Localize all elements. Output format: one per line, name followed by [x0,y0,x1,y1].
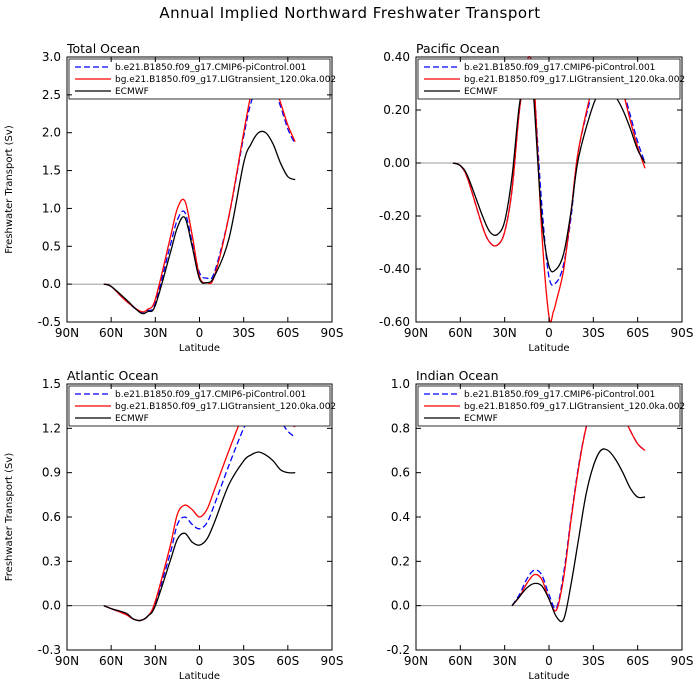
x-tick-label: 60S [626,326,649,340]
y-tick-label: 0.00 [383,156,410,170]
x-axis-label: Latitude [528,671,569,682]
x-tick-label: 30S [582,654,605,668]
x-tick-label: 30N [493,326,517,340]
y-tick-label: 0.5 [42,239,61,253]
y-tick-label: 1.5 [42,377,61,391]
legend-label-1: b.e21.B1850.f09_g17.CMIP6-piControl.001 [115,390,306,400]
x-axis-label: Latitude [179,343,220,354]
x-tick-label: 60S [626,654,649,668]
y-tick-label: -0.3 [38,643,61,657]
total-ocean-title: Total Ocean [66,41,140,56]
total-ocean-panel: b.e21.B1850.f09_g17.CMIP6-piControl.001b… [4,41,343,354]
atlantic-ocean-title: Atlantic Ocean [67,368,159,383]
y-tick-label: 3.0 [42,50,61,64]
y-tick-label: 1.5 [42,164,61,178]
x-tick-label: 30N [143,654,167,668]
x-tick-label: 60N [99,654,123,668]
y-tick-label: -0.40 [379,262,410,276]
legend-box [417,385,681,427]
y-tick-label: 0.0 [42,599,61,613]
y-tick-label: 2.5 [42,88,61,102]
x-tick-label: 30S [232,654,255,668]
y-tick-label: 0.0 [391,599,410,613]
legend-label-2: bg.e21.B1850.f09_g17.LIGtransient_120.0k… [464,402,685,412]
x-tick-label: 60N [448,326,472,340]
legend: b.e21.B1850.f09_g17.CMIP6-piControl.001b… [68,58,336,100]
y-tick-label: 0.0 [42,277,61,291]
x-tick-label: 30N [493,654,517,668]
x-tick-label: 30S [232,326,255,340]
legend-box [68,385,331,427]
x-tick-label: 90S [671,654,694,668]
y-tick-label: 0.3 [42,554,61,568]
x-axis-label: Latitude [528,343,569,354]
legend: b.e21.B1850.f09_g17.CMIP6-piControl.001b… [417,58,685,100]
x-tick-label: 30N [143,326,167,340]
pacific-ocean-title: Pacific Ocean [416,41,500,56]
series-line-3 [103,130,296,315]
y-tick-label: 0.2 [391,554,410,568]
legend-label-1: b.e21.B1850.f09_g17.CMIP6-piControl.001 [464,63,655,73]
legend-label-3: ECMWF [115,414,149,424]
y-tick-label: 0.40 [383,50,410,64]
legend-label-2: bg.e21.B1850.f09_g17.LIGtransient_120.0k… [464,75,685,85]
x-tick-label: 90N [55,326,79,340]
y-tick-label: 0.4 [391,510,410,524]
series-line-1 [103,408,296,622]
y-tick-label: 2.0 [42,126,61,140]
panels-group: b.e21.B1850.f09_g17.CMIP6-piControl.001b… [4,41,693,682]
x-tick-label: 60S [276,654,299,668]
y-tick-label: 0.6 [42,510,61,524]
x-tick-label: 0 [545,654,553,668]
y-tick-label: -0.20 [379,209,410,223]
legend-label-3: ECMWF [464,87,498,97]
x-tick-label: 30S [582,326,605,340]
y-tick-label: 0.9 [42,466,61,480]
y-tick-label: 1.2 [42,421,61,435]
series-line-2 [103,72,296,313]
y-tick-label: 1.0 [42,201,61,215]
legend-label-2: bg.e21.B1850.f09_g17.LIGtransient_120.0k… [115,402,336,412]
legend-box [417,58,681,100]
figure-title: Annual Implied Northward Freshwater Tran… [159,4,540,22]
y-tick-label: -0.60 [379,315,410,329]
indian-ocean-panel: b.e21.B1850.f09_g17.CMIP6-piControl.001b… [387,368,694,682]
x-tick-label: 60N [448,654,472,668]
x-tick-label: 60S [276,326,299,340]
x-tick-label: 60N [99,326,123,340]
atlantic-ocean-panel: b.e21.B1850.f09_g17.CMIP6-piControl.001b… [4,368,343,682]
x-tick-label: 90N [404,326,428,340]
y-tick-label: 0.6 [391,466,410,480]
y-axis-label: Freshwater Transport (Sv) [4,453,15,582]
y-tick-label: -0.2 [387,643,410,657]
x-tick-label: 90N [404,654,428,668]
x-tick-label: 0 [196,326,204,340]
x-tick-label: 0 [196,654,204,668]
series-line-3 [511,448,646,623]
legend-label-2: bg.e21.B1850.f09_g17.LIGtransient_120.0k… [115,75,336,85]
indian-ocean-title: Indian Ocean [416,368,499,383]
x-tick-label: 90S [321,326,344,340]
legend: b.e21.B1850.f09_g17.CMIP6-piControl.001b… [417,385,685,427]
legend: b.e21.B1850.f09_g17.CMIP6-piControl.001b… [68,385,336,427]
y-tick-label: 0.8 [391,421,410,435]
legend-label-3: ECMWF [464,414,498,424]
series-line-2 [103,398,296,622]
pacific-ocean-panel: b.e21.B1850.f09_g17.CMIP6-piControl.001b… [379,41,694,354]
series-line-3 [103,451,296,622]
x-tick-label: 90N [55,654,79,668]
legend-label-1: b.e21.B1850.f09_g17.CMIP6-piControl.001 [115,63,306,73]
y-tick-label: -0.5 [38,315,61,329]
legend-box [68,58,331,100]
x-tick-label: 90S [671,326,694,340]
y-tick-label: 0.20 [383,103,410,117]
y-tick-label: 1.0 [391,377,410,391]
legend-label-1: b.e21.B1850.f09_g17.CMIP6-piControl.001 [464,390,655,400]
x-axis-label: Latitude [179,671,220,682]
x-tick-label: 90S [321,654,344,668]
x-tick-label: 0 [545,326,553,340]
legend-label-3: ECMWF [115,87,149,97]
y-axis-label: Freshwater Transport (Sv) [4,125,15,254]
